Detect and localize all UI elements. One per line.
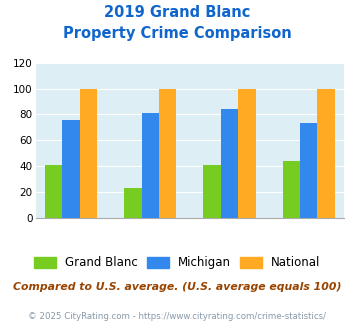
Bar (238, 88, 256, 218)
Bar (203, 165, 221, 218)
Bar (221, 109, 238, 218)
Bar (317, 88, 335, 218)
Text: © 2025 CityRating.com - https://www.cityrating.com/crime-statistics/: © 2025 CityRating.com - https://www.city… (28, 312, 327, 321)
Text: Compared to U.S. average. (U.S. average equals 100): Compared to U.S. average. (U.S. average … (13, 282, 342, 292)
Text: 2019 Grand Blanc: 2019 Grand Blanc (104, 5, 251, 20)
Bar (62, 119, 80, 218)
Text: Property Crime Comparison: Property Crime Comparison (63, 26, 292, 41)
Bar (300, 123, 317, 218)
Bar (283, 161, 300, 218)
Legend: Grand Blanc, Michigan, National: Grand Blanc, Michigan, National (30, 252, 325, 274)
Bar (80, 88, 97, 218)
Bar (159, 88, 176, 218)
Bar (124, 188, 142, 218)
Bar (142, 113, 159, 218)
Bar (45, 165, 62, 218)
